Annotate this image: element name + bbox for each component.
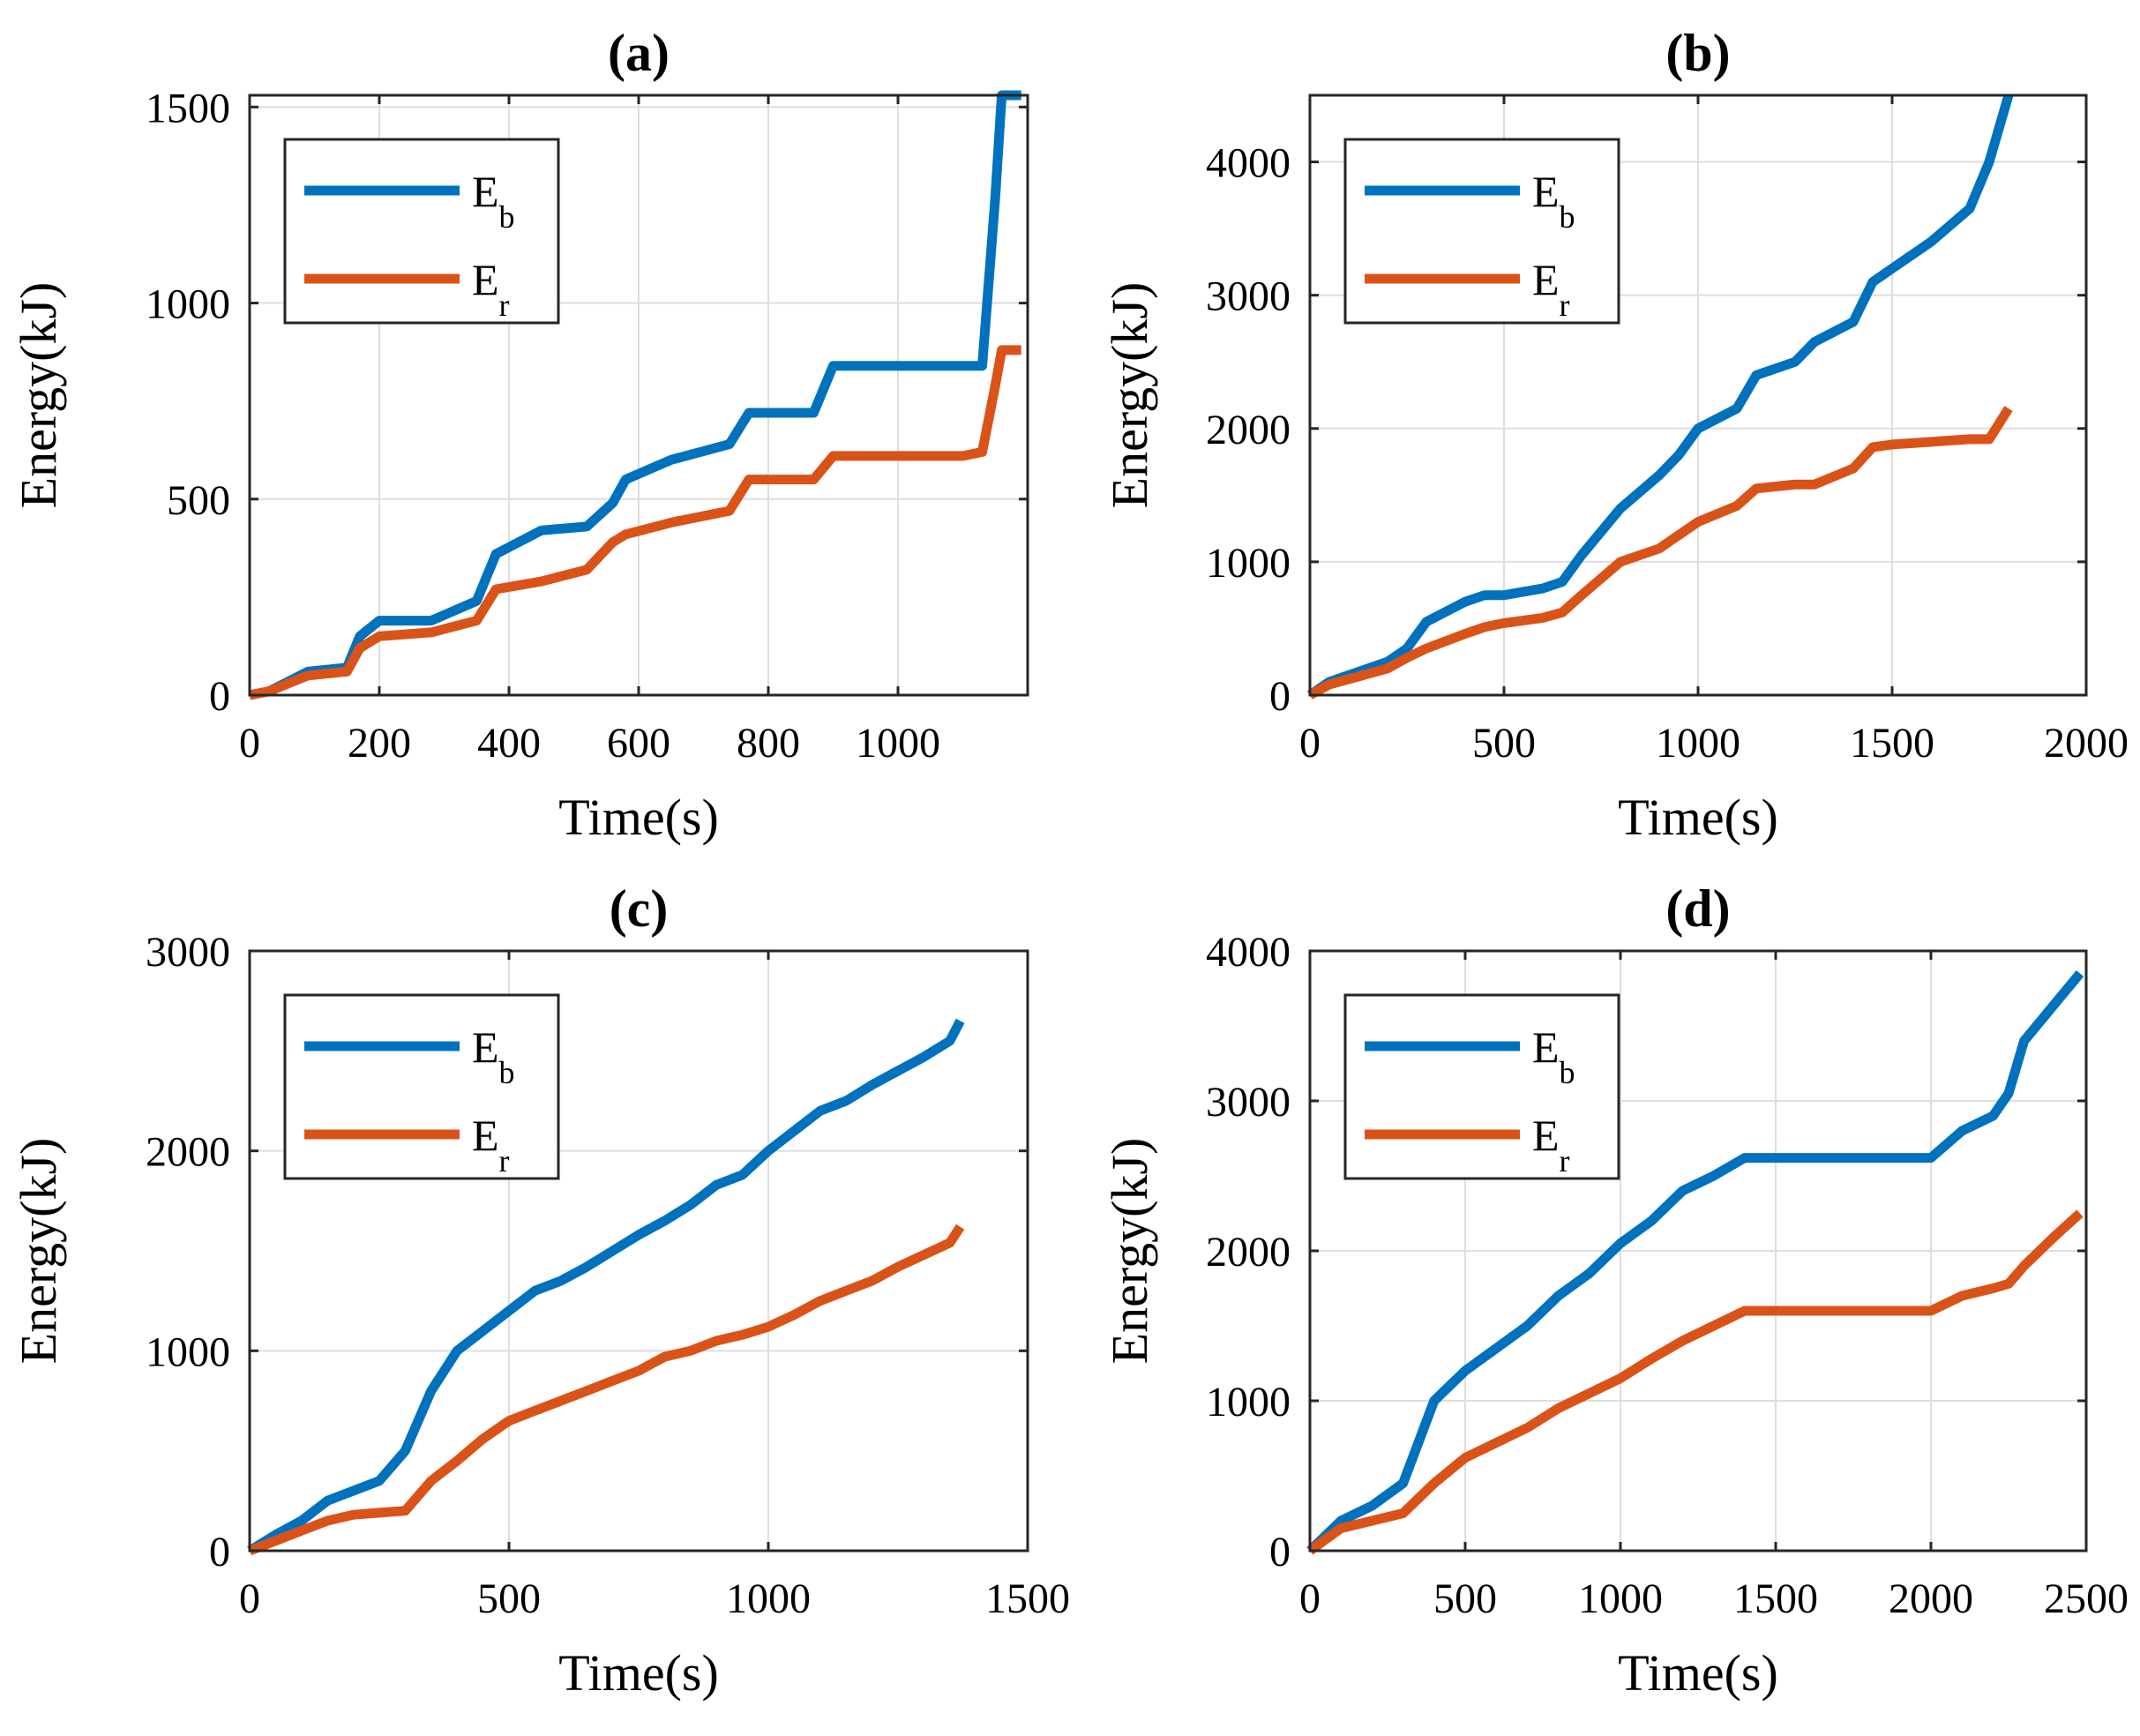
legend-entry-subscript: r	[499, 1143, 510, 1179]
legend-entry-main: E	[472, 167, 499, 216]
x-tick-label: 1000	[1656, 720, 1740, 767]
x-tick-label: 500	[1433, 1575, 1497, 1622]
chart-title: (b)	[1665, 24, 1730, 82]
legend-entry-subscript: b	[499, 199, 515, 235]
series-line-e-r	[248, 345, 1021, 700]
y-tick-label: 0	[209, 1529, 230, 1575]
legend-entry-subscript: r	[1560, 288, 1570, 323]
x-axis-label: Time(s)	[558, 789, 719, 846]
x-tick-label: 0	[1299, 720, 1321, 767]
series-line-e-r	[1306, 1209, 2084, 1555]
legend-entry-main: E	[1532, 1022, 1560, 1072]
y-tick-label: 2000	[1206, 1229, 1291, 1276]
legend-entry-label: Er	[1532, 255, 1570, 323]
series-line-e-r	[248, 1223, 965, 1556]
x-tick-label: 1500	[1733, 1575, 1818, 1622]
plot-frame	[1308, 949, 2088, 1553]
legend-box	[283, 993, 560, 1180]
legend-entry-label: Eb	[1532, 167, 1575, 235]
x-tick-label: 400	[477, 720, 541, 767]
x-tick-label: 0	[239, 720, 260, 767]
legend-entry-label: Er	[472, 255, 510, 323]
series-line-e-b	[1306, 94, 2014, 700]
series-line-e-b	[247, 1018, 965, 1555]
legend-entry-main: E	[1532, 1111, 1560, 1160]
x-tick-label: 1500	[985, 1575, 1070, 1622]
legend-entry-main: E	[472, 1111, 499, 1160]
x-tick-label: 500	[1472, 720, 1536, 767]
x-axis-label: Time(s)	[1618, 1644, 1778, 1702]
x-tick-label: 2000	[1889, 1575, 1973, 1622]
chart-title: (d)	[1665, 879, 1730, 938]
y-tick-label: 3000	[1206, 273, 1291, 320]
x-tick-label: 0	[239, 1575, 260, 1622]
legend-entry-label: Eb	[472, 1022, 515, 1090]
y-axis-label: Energy(kJ)	[10, 1138, 67, 1365]
x-tick-label: 200	[348, 720, 411, 767]
y-tick-label: 0	[1269, 673, 1291, 720]
series-line-e-r	[1307, 406, 2013, 700]
legend-entry-subscript: b	[1560, 199, 1575, 235]
plot-frame	[1308, 94, 2088, 697]
y-tick-label: 1000	[146, 281, 230, 328]
y-tick-label: 1000	[146, 1328, 230, 1375]
x-tick-label: 0	[1299, 1575, 1321, 1622]
x-tick-label: 800	[737, 720, 800, 767]
x-tick-label: 1000	[726, 1575, 811, 1622]
legend-entry-subscript: r	[1560, 1143, 1570, 1179]
series-line-e-b	[1306, 969, 2084, 1554]
y-axis-label: Energy(kJ)	[10, 282, 67, 509]
legend-entry-subscript: b	[499, 1055, 515, 1090]
x-tick-label: 1500	[1850, 720, 1934, 767]
legend-entry-subscript: r	[499, 288, 510, 323]
y-tick-label: 1500	[146, 85, 230, 131]
chart-panel-4: 0 500 1000 1500 2000 2500 0 1000 2000 3000 4000 (d)…	[1101, 879, 2129, 1702]
legend-box	[283, 138, 560, 325]
legend-entry-label: Eb	[1532, 1022, 1575, 1090]
y-axis-label: Energy(kJ)	[1101, 1138, 1158, 1365]
chart-title: (a)	[608, 24, 670, 82]
legend-entry-label: Er	[472, 1111, 510, 1179]
legend-entry-subscript: b	[1560, 1055, 1575, 1090]
legend-box	[1343, 993, 1620, 1180]
x-tick-label: 2500	[2044, 1575, 2129, 1622]
y-tick-label: 0	[209, 673, 230, 720]
y-tick-label: 3000	[146, 929, 230, 976]
chart-panel-3: 0 500 1000 1500 0 1000 2000 3000 (c) Time(s) Energ…	[10, 879, 1070, 1702]
legend-entry-label: Er	[1532, 1111, 1570, 1179]
y-tick-label: 1000	[1206, 540, 1291, 587]
x-tick-label: 500	[477, 1575, 541, 1622]
y-tick-label: 500	[167, 477, 230, 524]
y-tick-label: 1000	[1206, 1379, 1291, 1425]
y-tick-label: 4000	[1206, 929, 1291, 976]
y-tick-label: 4000	[1206, 140, 1291, 187]
plot-frame	[248, 949, 1029, 1553]
chart-title: (c)	[610, 879, 669, 938]
y-tick-label: 2000	[146, 1129, 230, 1176]
x-axis-label: Time(s)	[558, 1644, 719, 1702]
legend-entry-label: Eb	[472, 167, 515, 235]
chart-panel-2: 0 500 1000 1500 2000 0 1000 2000 3000 4000 (b) Time…	[1101, 24, 2129, 846]
x-tick-label: 1000	[1578, 1575, 1663, 1622]
chart-panel-1: 0 200 400 600 800 1000 0 500 1000 1500 (a) Time(s) E…	[10, 24, 1029, 846]
x-tick-label: 1000	[856, 720, 940, 767]
legend-entry-main: E	[1532, 255, 1560, 304]
y-axis-label: Energy(kJ)	[1101, 282, 1158, 509]
y-tick-label: 2000	[1206, 407, 1291, 453]
y-tick-label: 0	[1269, 1529, 1291, 1575]
y-tick-label: 3000	[1206, 1079, 1291, 1126]
legend-entry-main: E	[472, 255, 499, 304]
x-axis-label: Time(s)	[1618, 789, 1778, 846]
plot-frame	[248, 94, 1029, 697]
legend-box	[1343, 138, 1620, 325]
x-tick-label: 2000	[2044, 720, 2129, 767]
legend-entry-main: E	[472, 1022, 499, 1072]
x-tick-label: 600	[607, 720, 670, 767]
legend-entry-main: E	[1532, 167, 1560, 216]
